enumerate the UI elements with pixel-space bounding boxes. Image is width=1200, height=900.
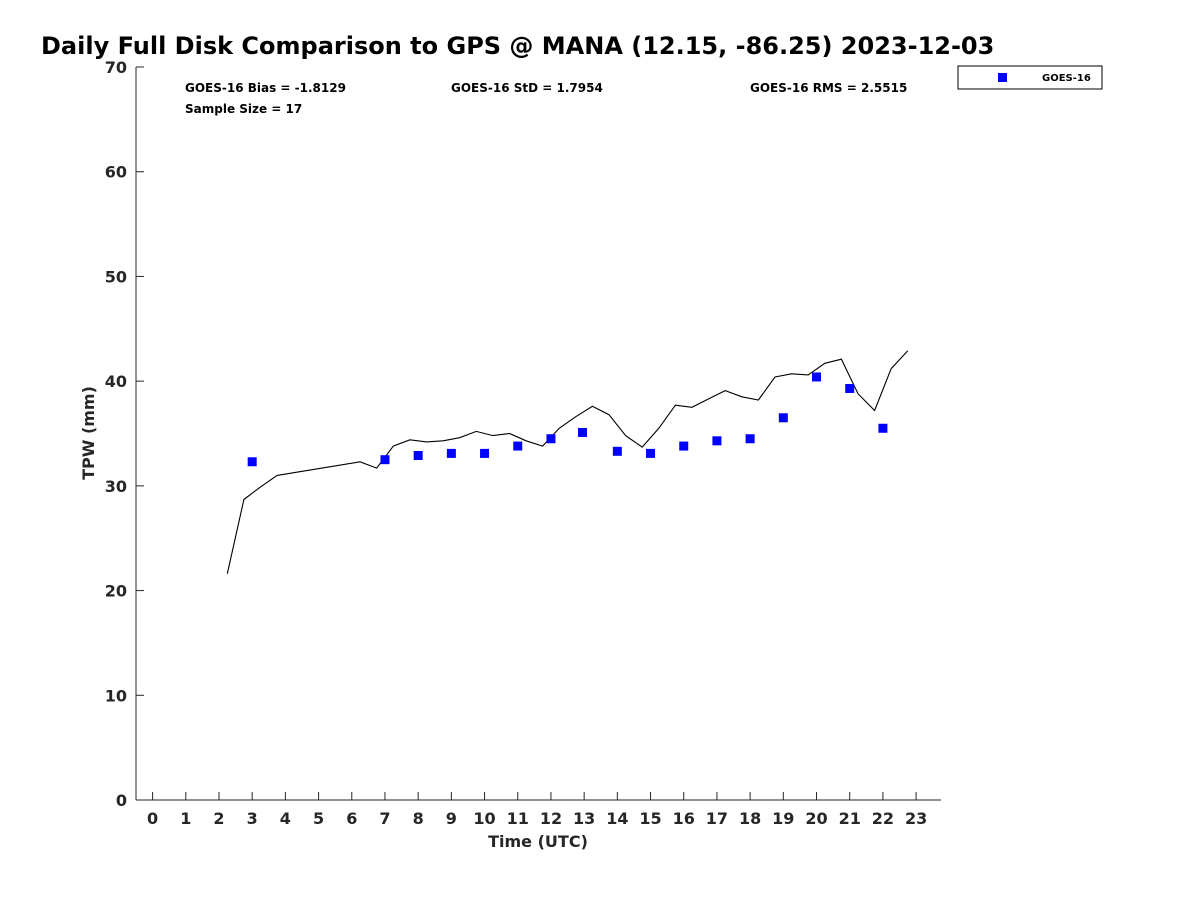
goes16-data-point <box>878 423 888 433</box>
x-tick-label: 22 <box>872 809 894 828</box>
y-tick-label: 0 <box>116 791 127 810</box>
goes16-data-point <box>712 436 722 446</box>
goes16-data-point <box>380 455 390 465</box>
goes16-data-point <box>513 441 523 451</box>
legend-box <box>957 65 1103 90</box>
goes16-data-point <box>446 448 456 458</box>
x-tick-label: 0 <box>147 809 158 828</box>
goes16-data-point <box>480 448 490 458</box>
x-tick-label: 3 <box>247 809 258 828</box>
x-tick-label: 15 <box>639 809 661 828</box>
x-tick-label: 10 <box>473 809 495 828</box>
chart-title: Daily Full Disk Comparison to GPS @ MANA… <box>41 32 994 60</box>
x-tick-label: 9 <box>446 809 457 828</box>
x-tick-label: 4 <box>280 809 291 828</box>
x-axis-label: Time (UTC) <box>488 832 588 851</box>
axes <box>135 67 941 801</box>
y-tick-label: 10 <box>105 686 127 705</box>
x-tick-label: 17 <box>706 809 728 828</box>
stat-std: GOES-16 StD = 1.7954 <box>451 81 603 95</box>
x-ticks: 0 1 2 3 4 5 6 7 8 9 10 11 12 13 14 15 16 17 18 19 20 21 22 23 <box>147 792 927 828</box>
goes16-data-point <box>778 413 788 423</box>
x-tick-label: 12 <box>540 809 562 828</box>
x-tick-label: 13 <box>573 809 595 828</box>
x-tick-label: 5 <box>313 809 324 828</box>
x-tick-label: 21 <box>839 809 861 828</box>
y-tick-label: 20 <box>105 582 127 601</box>
goes16-data-point <box>612 446 622 456</box>
legend: GOES-16 <box>957 65 1103 90</box>
stat-sample-size: Sample Size = 17 <box>185 102 302 116</box>
x-tick-label: 20 <box>805 809 827 828</box>
plot-area <box>226 350 909 574</box>
gps-tpw-line <box>226 350 909 574</box>
goes16-data-point <box>679 441 689 451</box>
x-tick-label: 23 <box>905 809 927 828</box>
x-tick-label: 19 <box>772 809 794 828</box>
x-tick-label: 1 <box>180 809 191 828</box>
x-tick-label: 6 <box>346 809 357 828</box>
y-ticks: 0 10 20 30 40 50 60 70 <box>105 58 144 810</box>
goes16-data-point <box>812 372 822 382</box>
goes16-data-point <box>845 383 855 393</box>
y-tick-label: 60 <box>105 163 127 182</box>
x-tick-label: 14 <box>606 809 628 828</box>
goes16-data-point <box>247 457 257 467</box>
legend-marker-goes16 <box>998 73 1007 82</box>
y-axis-label: TPW (mm) <box>79 386 98 480</box>
y-tick-label: 30 <box>105 477 127 496</box>
x-tick-label: 18 <box>739 809 761 828</box>
goes16-data-point <box>546 434 556 444</box>
goes16-data-point <box>413 450 423 460</box>
y-tick-label: 70 <box>105 58 127 77</box>
stat-rms: GOES-16 RMS = 2.5515 <box>750 81 907 95</box>
goes16-data-point <box>646 448 656 458</box>
y-tick-label: 40 <box>105 372 127 391</box>
goes16-data-point <box>577 427 587 437</box>
goes16-data-point <box>745 434 755 444</box>
y-tick-label: 50 <box>105 267 127 286</box>
x-tick-label: 16 <box>673 809 695 828</box>
legend-label-goes16: GOES-16 <box>1042 73 1091 84</box>
x-tick-label: 11 <box>507 809 529 828</box>
x-tick-label: 2 <box>213 809 224 828</box>
x-tick-label: 7 <box>379 809 390 828</box>
stat-bias: GOES-16 Bias = -1.8129 <box>185 81 346 95</box>
x-tick-label: 8 <box>413 809 424 828</box>
